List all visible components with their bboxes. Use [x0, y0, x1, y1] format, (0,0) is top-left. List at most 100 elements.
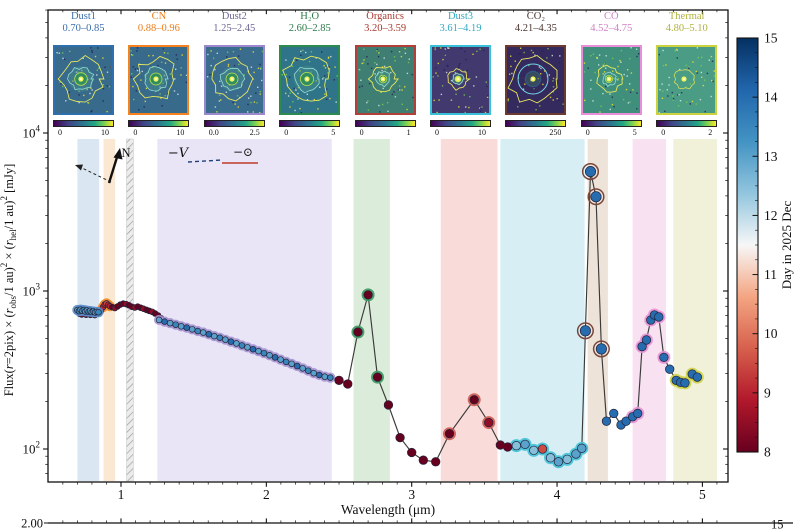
data-point	[343, 379, 353, 389]
x-tick-label: 2	[263, 487, 270, 502]
y-axis-label: Flux(r=2pix) × (robs/1 au)2 × (rhel/1 au…	[0, 164, 18, 397]
panel-title-block: H₂O 2.60–2.85	[279, 11, 340, 34]
compass-north-label: N	[121, 146, 130, 160]
bottom-strip-cbtick: 15	[771, 518, 784, 530]
mini-colorbar	[505, 120, 567, 127]
data-point	[271, 354, 279, 361]
data-point	[621, 416, 631, 426]
cutout-panel-9: Thermal 4.80–5.10 0 2	[656, 11, 718, 137]
panel-name: Dust2	[221, 11, 247, 22]
panel-title-block: CO 4.52–4.75	[581, 11, 642, 34]
data-point	[216, 334, 224, 341]
cutout-image	[430, 45, 491, 115]
y-tick-label: 103	[23, 282, 41, 299]
data-point	[282, 358, 290, 366]
wavelength-bands	[77, 138, 717, 482]
mini-colorbar-max: 1	[406, 128, 411, 137]
spectrum-series	[72, 163, 704, 469]
data-point	[255, 347, 262, 355]
data-point	[194, 327, 201, 335]
data-point	[293, 362, 301, 370]
mini-colorbar	[580, 120, 642, 127]
data-point	[222, 336, 229, 343]
cutout-image	[279, 45, 341, 115]
mini-colorbar-max: 10	[176, 128, 185, 137]
panel-wavelength-range: 1.25–2.45	[213, 22, 256, 34]
data-point	[155, 316, 163, 324]
panel-title-block: CO₂ 4.21–4.35	[505, 11, 566, 34]
y-tick-label: 102	[23, 440, 41, 457]
mini-colorbar-max: 250	[549, 128, 562, 137]
mini-colorbar	[203, 120, 265, 127]
panel-title-block: Dust3 3.61–4.19	[430, 11, 491, 34]
north-arrowhead	[113, 148, 123, 160]
band-CO	[632, 139, 667, 481]
panel-name: Thermal	[668, 11, 705, 22]
data-point	[680, 378, 690, 388]
panel-title-block: Dust1 0.70–0.85	[53, 11, 114, 34]
cutout-panel-6: Dust3 3.61–4.19 0 10	[430, 11, 491, 137]
data-point	[249, 345, 257, 353]
mini-colorbar-max: 10	[478, 128, 486, 137]
panel-wavelength-range: 0.70–0.85	[62, 22, 105, 34]
data-point	[238, 342, 246, 349]
band-CO2	[587, 139, 608, 481]
panel-wavelength-range: 2.60–2.85	[288, 22, 331, 34]
data-point	[299, 365, 306, 372]
mini-colorbar	[128, 120, 190, 127]
data-point	[609, 408, 619, 419]
data-point	[183, 324, 190, 331]
mini-colorbar-min: 0.0	[208, 128, 219, 137]
data-point	[641, 335, 652, 345]
data-point	[418, 455, 428, 465]
panel-name: CO	[604, 11, 619, 22]
data-point	[277, 356, 284, 363]
data-point	[590, 191, 602, 203]
cutout-image	[656, 45, 718, 115]
data-point	[166, 319, 174, 327]
mini-colorbar	[354, 120, 416, 127]
x-tick-label: 4	[554, 487, 561, 502]
band-Dust3	[500, 139, 585, 481]
panel-name: Dust3	[447, 11, 474, 22]
colorbar-tick-label: 9	[764, 385, 771, 400]
mini-colorbar	[656, 120, 718, 127]
mini-colorbar-max: 2.5	[249, 128, 260, 137]
colorbar-tick-label: 15	[764, 31, 778, 46]
panel-title-block: Organics 3.20–3.59	[355, 11, 416, 34]
east-arrowhead	[75, 164, 83, 171]
data-point	[665, 364, 675, 374]
data-point	[537, 444, 548, 454]
panel-title-block: Thermal 4.80–5.10	[656, 11, 717, 34]
data-point	[502, 442, 513, 452]
colorbar-tick-label: 10	[764, 326, 778, 341]
data-point	[304, 367, 312, 374]
data-point	[211, 332, 218, 340]
data-point	[372, 372, 383, 382]
data-point	[529, 445, 539, 456]
mini-colorbar	[430, 120, 491, 127]
mini-colorbar-labels: 0 10	[53, 128, 114, 137]
data-point	[633, 408, 643, 419]
mini-colorbar-labels: 0 10	[430, 128, 491, 137]
direction-legend	[187, 159, 258, 164]
data-point	[637, 341, 647, 352]
data-point	[571, 449, 581, 459]
cutout-image	[128, 45, 190, 115]
data-point	[601, 416, 612, 426]
panel-title-block: CN 0.88–0.96	[128, 11, 189, 34]
band-Thermal	[673, 139, 717, 481]
data-point	[172, 321, 179, 328]
data-point	[316, 371, 323, 379]
bottom-strip-ytick: 2.00	[21, 517, 43, 530]
band-Dust2	[157, 139, 332, 481]
y-tick-label: 104	[23, 124, 41, 141]
data-point	[407, 447, 417, 458]
data-point	[692, 372, 702, 382]
legend-anti-velocity: −V	[168, 146, 190, 161]
colorbar-tick-label: 12	[764, 208, 778, 223]
